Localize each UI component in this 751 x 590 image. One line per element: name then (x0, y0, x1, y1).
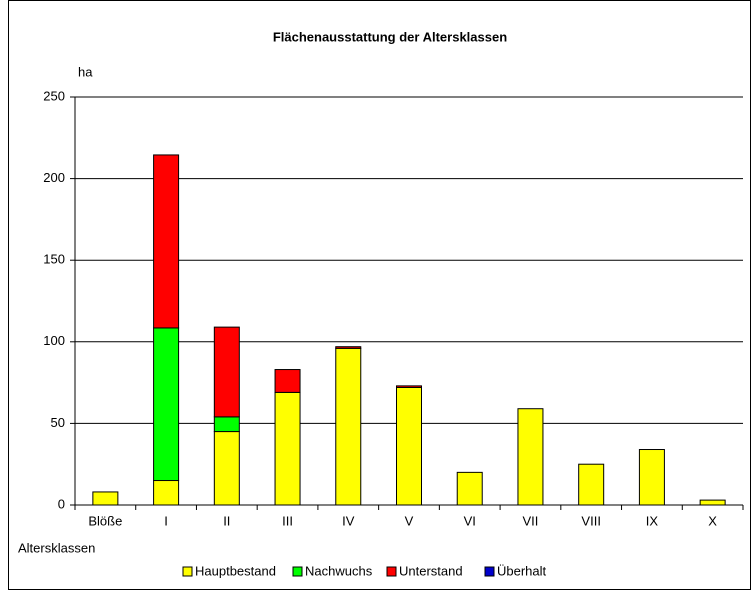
bar-segment (699, 499, 726, 506)
bar-segment (456, 471, 483, 506)
y-tick-label: 50 (51, 415, 65, 430)
bar-segment (274, 369, 301, 393)
bar-segment (153, 480, 180, 506)
legend-label: Hauptbestand (195, 563, 276, 578)
y-tick-label: 100 (43, 333, 65, 348)
x-tick-label: VII (523, 513, 539, 528)
legend-label: Überhalt (497, 563, 547, 578)
bar-segment (153, 154, 180, 329)
legend-swatch (386, 566, 397, 577)
x-tick-label: VI (464, 513, 476, 528)
y-axis-label: ha (78, 64, 93, 79)
bar-segment (335, 346, 362, 349)
x-tick-label: V (405, 513, 414, 528)
legend-label: Unterstand (399, 563, 463, 578)
chart-title: Flächenausstattung der Altersklassen (273, 29, 507, 44)
x-tick-label: I (164, 513, 168, 528)
x-tick-label: IX (646, 513, 659, 528)
x-tick-label: III (282, 513, 293, 528)
bar-segment (396, 386, 422, 506)
x-tick-label: VIII (581, 513, 601, 528)
x-tick-label: Blöße (88, 513, 122, 528)
bar-segment (213, 416, 240, 433)
x-tick-label: IV (342, 513, 355, 528)
bar-segment (92, 491, 119, 506)
legend-swatch (484, 566, 495, 577)
y-tick-label: 0 (58, 496, 65, 511)
y-tick-label: 200 (43, 170, 65, 185)
chart-frame (8, 0, 751, 590)
y-tick-label: 250 (43, 88, 65, 103)
bar-segment (213, 431, 240, 506)
x-tick-label: X (708, 513, 717, 528)
legend-swatch (292, 566, 303, 577)
bar-segment (213, 326, 240, 418)
legend-label: Nachwuchs (305, 563, 373, 578)
legend-swatch (182, 566, 193, 577)
bar-segment (396, 385, 422, 388)
bar-segment (638, 449, 665, 506)
bar-segment (578, 463, 605, 506)
y-tick-label: 150 (43, 252, 65, 267)
bar-segment (274, 391, 301, 506)
bar-segment (517, 408, 544, 506)
bar-segment (153, 327, 180, 482)
x-axis-label: Altersklassen (18, 540, 95, 555)
bar-segment (335, 347, 362, 506)
x-tick-label: II (223, 513, 230, 528)
